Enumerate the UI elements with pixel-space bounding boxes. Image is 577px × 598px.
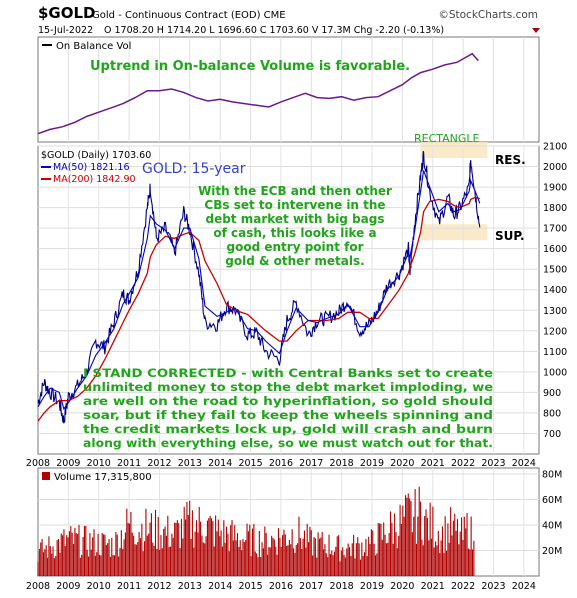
price-x-tick-label: 2021 bbox=[421, 458, 445, 469]
price-legend: $GOLD (Daily) 1703.60 bbox=[41, 150, 151, 161]
volume-x-tick-label: 2010 bbox=[87, 581, 111, 592]
volume-x-tick-label: 2009 bbox=[56, 581, 80, 592]
price-tick-label: 1100 bbox=[543, 347, 567, 358]
entry-note-line: good entry point for bbox=[227, 240, 364, 254]
correction-line: soar, but if they fail to keep the wheel… bbox=[83, 409, 493, 422]
obv-annotation: Uptrend in On-balance Volume is favorabl… bbox=[90, 59, 410, 74]
volume-x-tick-label: 2012 bbox=[147, 581, 171, 592]
volume-x-tick-label: 2014 bbox=[208, 581, 232, 592]
entry-note-line: gold & other metals. bbox=[225, 254, 364, 268]
price-tick-label: 1900 bbox=[543, 183, 567, 194]
chart-symbol: $GOLD bbox=[38, 4, 96, 22]
stockcharts-brand: ©StockCharts.com bbox=[438, 9, 538, 21]
price-x-tick-label: 2008 bbox=[26, 458, 50, 469]
price-tick-label: 1000 bbox=[543, 367, 567, 378]
correction-line: are well on the road to hyperinflation, … bbox=[83, 395, 493, 408]
volume-x-tick-label: 2020 bbox=[390, 581, 414, 592]
volume-x-tick-label: 2018 bbox=[330, 581, 354, 592]
ma50-line bbox=[37, 170, 481, 411]
support-band bbox=[420, 224, 488, 241]
volume-x-ticks: 2008 2009 2010 2011 2012 2013 2014 2015 2016 2017… bbox=[26, 581, 536, 592]
obv-grid bbox=[67, 37, 525, 142]
volume-bars bbox=[37, 486, 475, 576]
correction-note: I STAND CORRECTED - with Central Banks s… bbox=[83, 367, 493, 450]
volume-x-tick-label: 2008 bbox=[26, 581, 50, 592]
chart-title: GOLD: 15-year bbox=[142, 161, 246, 177]
price-x-tick-label: 2011 bbox=[117, 458, 141, 469]
entry-note-line: CBs set to intervene in the bbox=[204, 198, 385, 212]
price-tick-label: 1200 bbox=[543, 326, 567, 337]
price-x-tick-label: 2017 bbox=[299, 458, 323, 469]
price-x-tick-label: 2012 bbox=[147, 458, 171, 469]
dropdown-arrow-icon[interactable] bbox=[532, 28, 540, 33]
obv-legend: On Balance Vol bbox=[56, 41, 131, 52]
support-label: SUP. bbox=[495, 229, 525, 243]
price-x-tick-label: 2019 bbox=[360, 458, 384, 469]
volume-x-tick-label: 2023 bbox=[481, 581, 505, 592]
price-x-tick-label: 2009 bbox=[56, 458, 80, 469]
price-tick-label: 2000 bbox=[543, 162, 567, 173]
price-tick-label: 2100 bbox=[543, 142, 567, 153]
entry-note-line: of cash, this looks like a bbox=[213, 226, 376, 240]
volume-tick-label: 60M bbox=[542, 495, 562, 506]
correction-line: I STAND CORRECTED - with Central Banks s… bbox=[83, 367, 493, 380]
obv-panel bbox=[37, 36, 540, 143]
price-x-tick-label: 2022 bbox=[451, 458, 475, 469]
ohlc-readout: O 1708.20 H 1714.20 L 1696.60 C 1703.60 … bbox=[104, 25, 444, 36]
price-x-tick-label: 2010 bbox=[87, 458, 111, 469]
correction-line: along with everything else, so we must w… bbox=[83, 437, 493, 450]
entry-note-line: debt market with big bags bbox=[205, 212, 384, 226]
rectangle-label: RECTANGLE bbox=[414, 132, 480, 145]
volume-tick-label: 20M bbox=[542, 546, 562, 557]
price-x-tick-label: 2020 bbox=[390, 458, 414, 469]
chart-description: Gold - Continuous Contract (EOD) CME bbox=[92, 10, 286, 21]
volume-x-tick-label: 2019 bbox=[360, 581, 384, 592]
price-x-tick-label: 2024 bbox=[512, 458, 536, 469]
ma200-legend: MA(200) 1842.90 bbox=[53, 174, 136, 185]
entry-note: With the ECB and then other CBs set to i… bbox=[198, 184, 392, 268]
price-series bbox=[37, 151, 481, 424]
price-tick-label: 1400 bbox=[543, 285, 567, 296]
price-tick-label: 1800 bbox=[543, 203, 567, 214]
volume-x-tick-label: 2022 bbox=[451, 581, 475, 592]
obv-line bbox=[37, 52, 479, 135]
volume-y-ticks: 20M 40M 60M 80M bbox=[542, 470, 562, 558]
volume-x-tick-label: 2013 bbox=[178, 581, 202, 592]
volume-x-tick-label: 2016 bbox=[269, 581, 293, 592]
price-x-tick-label: 2016 bbox=[269, 458, 293, 469]
volume-tick-label: 40M bbox=[542, 521, 562, 532]
ma50-legend: MA(50) 1821.16 bbox=[53, 162, 130, 173]
price-tick-label: 1300 bbox=[543, 306, 567, 317]
price-tick-label: 800 bbox=[543, 408, 561, 419]
price-x-tick-label: 2023 bbox=[481, 458, 505, 469]
price-x-tick-label: 2013 bbox=[178, 458, 202, 469]
resistance-label: RES. bbox=[495, 153, 526, 167]
volume-tick-label: 80M bbox=[542, 470, 562, 481]
volume-x-tick-label: 2024 bbox=[512, 581, 536, 592]
price-tick-label: 1600 bbox=[543, 244, 567, 255]
price-panel bbox=[37, 145, 540, 455]
correction-line: the credit markets lock up, gold will cr… bbox=[83, 423, 493, 436]
price-tick-label: 700 bbox=[543, 429, 561, 440]
price-grid bbox=[38, 145, 539, 454]
volume-legend: Volume 17,315,800 bbox=[54, 472, 152, 483]
price-y-ticks: 700 800 900 1000 1100 1200 1300 1400 1500 1600 170… bbox=[543, 142, 567, 440]
price-tick-label: 1500 bbox=[543, 265, 567, 276]
price-x-tick-label: 2015 bbox=[238, 458, 262, 469]
ma200-line bbox=[37, 196, 481, 422]
chart-date: 15-Jul-2022 bbox=[38, 25, 93, 36]
volume-x-tick-label: 2017 bbox=[299, 581, 323, 592]
price-x-tick-label: 2014 bbox=[208, 458, 232, 469]
entry-note-line: With the ECB and then other bbox=[198, 184, 392, 198]
correction-line: unlimited money to stop the debt market … bbox=[83, 381, 493, 394]
price-x-tick-label: 2018 bbox=[330, 458, 354, 469]
price-x-ticks: 2008 2009 2010 2011 2012 2013 2014 2015 2016 2017… bbox=[26, 458, 536, 469]
volume-legend-swatch bbox=[42, 472, 50, 480]
volume-x-tick-label: 2021 bbox=[421, 581, 445, 592]
price-tick-label: 1700 bbox=[543, 224, 567, 235]
volume-x-tick-label: 2015 bbox=[238, 581, 262, 592]
volume-x-tick-label: 2011 bbox=[117, 581, 141, 592]
price-tick-label: 900 bbox=[543, 388, 561, 399]
